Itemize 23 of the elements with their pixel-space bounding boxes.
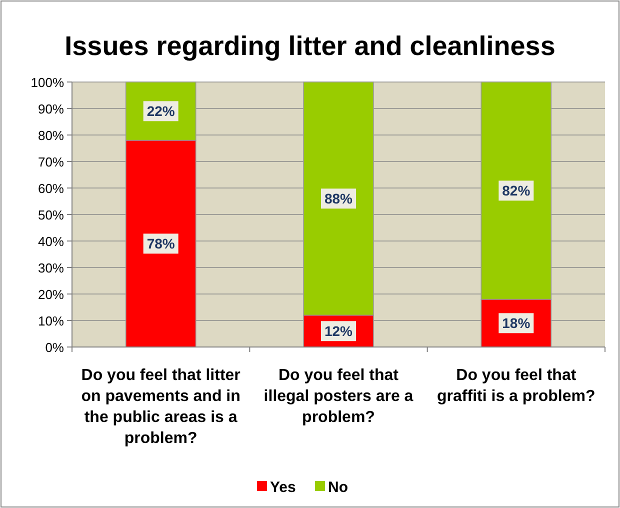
- x-tick-label: Do you feel that illegal posters are a problem?: [264, 367, 414, 426]
- data-label: 18%: [502, 315, 531, 332]
- y-tick-label: 90%: [38, 102, 64, 116]
- data-label: 88%: [324, 190, 354, 207]
- data-label: 78%: [146, 236, 176, 252]
- y-tick-label: 20%: [38, 287, 64, 302]
- y-tick-label: 40%: [38, 234, 64, 249]
- data-label: 82%: [502, 182, 531, 199]
- y-tick-label: 10%: [38, 314, 64, 328]
- x-tick-label: Do you feel that litter on pavements and in the public areas is a problem?: [81, 367, 240, 447]
- y-tick-label: 60%: [38, 181, 64, 196]
- chart-title: Issues regarding litter and cleanliness: [64, 31, 556, 61]
- x-tick-label: Do you feel that graffiti is a problem?: [437, 367, 596, 405]
- y-tick-label: 80%: [38, 128, 64, 143]
- y-tick-label: 70%: [38, 154, 64, 170]
- data-label: 22%: [146, 103, 176, 120]
- y-tick-label: 50%: [38, 208, 64, 222]
- data-label: 12%: [324, 323, 354, 340]
- legend-label: Yes: [270, 479, 296, 496]
- y-tick-label: 100%: [30, 75, 64, 90]
- legend-label: No: [328, 479, 348, 496]
- y-tick-label: 0%: [45, 340, 64, 355]
- y-tick-label: 30%: [38, 260, 64, 276]
